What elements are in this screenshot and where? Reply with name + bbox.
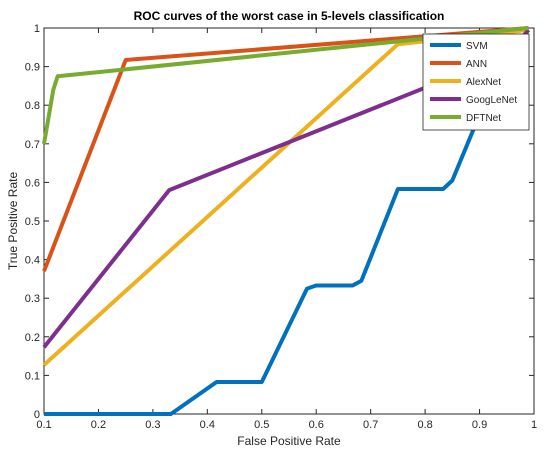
x-tick-label: 0.1 xyxy=(36,419,51,431)
x-tick-label: 0.2 xyxy=(91,419,106,431)
y-tick-label: 0.2 xyxy=(25,332,40,344)
y-tick-label: 0.4 xyxy=(25,255,40,267)
legend-label-dftnet: DFTNet xyxy=(466,113,501,124)
legend-label-svm: SVM xyxy=(466,41,488,52)
y-tick-label: 0.5 xyxy=(25,216,40,228)
y-tick-label: 0.8 xyxy=(25,100,40,112)
chart-title: ROC curves of the worst case in 5-levels… xyxy=(134,9,445,23)
x-tick-label: 0.8 xyxy=(417,419,432,431)
x-tick-label: 0.5 xyxy=(254,419,269,431)
legend-label-googlenet: GoogLeNet xyxy=(466,95,517,106)
x-axis-label: False Positive Rate xyxy=(237,434,341,448)
x-tick-label: 1 xyxy=(531,419,537,431)
series-line-ann xyxy=(42,26,529,272)
legend-label-alexnet: AlexNet xyxy=(466,77,501,88)
legend: SVM ANN AlexNet GoogLeNet DFTNet xyxy=(422,33,530,131)
x-tick-label: 0.6 xyxy=(309,419,324,431)
axis-ticks: 0.1 0.2 0.3 0.4 0.5 0.6 0.7 0.8 0.9 100.10.20.30.… xyxy=(25,23,537,431)
series-line-dftnet xyxy=(42,26,529,145)
x-tick-label: 0.3 xyxy=(145,419,160,431)
y-tick-label: 0.3 xyxy=(25,293,40,305)
x-tick-label: 0.9 xyxy=(472,419,487,431)
y-tick-label: 0.1 xyxy=(25,370,40,382)
y-tick-label: 0.6 xyxy=(25,177,40,189)
y-tick-label: 0 xyxy=(34,409,40,421)
y-tick-label: 1 xyxy=(34,23,40,35)
legend-label-ann: ANN xyxy=(466,59,487,70)
x-tick-label: 0.7 xyxy=(363,419,378,431)
y-tick-label: 0.9 xyxy=(25,62,40,74)
y-axis-label: True Positive Rate xyxy=(6,172,20,271)
x-tick-label: 0.4 xyxy=(200,419,215,431)
y-tick-label: 0.7 xyxy=(25,139,40,151)
